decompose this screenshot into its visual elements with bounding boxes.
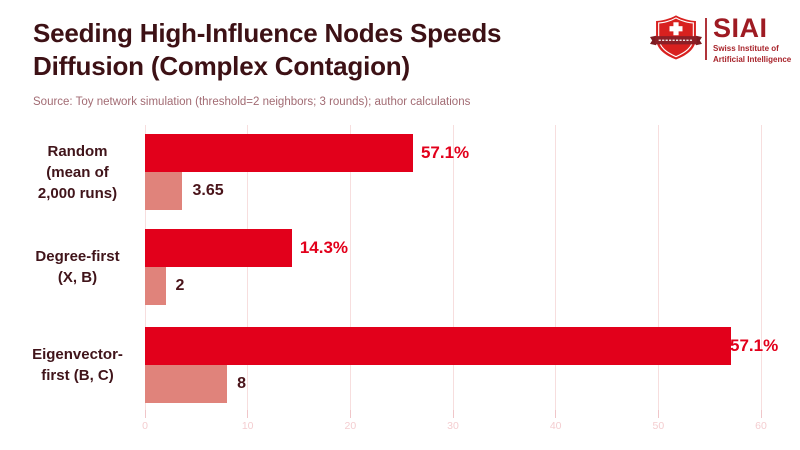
logo-acronym: SIAI (713, 12, 768, 43)
category-label-line: Eigenvector- (32, 346, 123, 363)
category-label-line: (X, B) (57, 269, 98, 286)
category-label: Eigenvector-first (B, C) (18, 327, 137, 403)
gridline (555, 125, 557, 418)
gridline (452, 125, 454, 418)
bar-value-label: 2 (175, 277, 185, 294)
category-axis: Random (mean of 2,000 runs) Degree-first (X,… (18, 125, 137, 418)
category-label: Degree-first (X, B) (18, 229, 137, 305)
x-axis-tick-label: 40 (549, 420, 562, 432)
category-label-line: 2,000 runs) (37, 184, 118, 202)
page-title-line2: Diffusion (Complex Contagion) (33, 51, 410, 81)
swiss-shield-icon (650, 12, 702, 67)
logo-subtitle-line2: Artificial Intelligence (713, 54, 792, 64)
bar-series-1-dark-row2 (145, 229, 292, 267)
bar-series-2-light-row3 (145, 365, 228, 403)
bar-value-label: 57.1% (730, 336, 779, 355)
axis-tick-mark (555, 410, 557, 418)
logo-divider (705, 18, 707, 60)
x-axis-tick-label: 10 (241, 420, 254, 432)
category-label-line: first (B, C) (41, 367, 114, 384)
x-axis-tick-label: 20 (344, 420, 357, 432)
logo-text: SIAI Swiss Institute of Artificial Intel… (713, 12, 792, 64)
x-axis-tick-label: 30 (447, 420, 459, 432)
axis-tick-mark (760, 410, 762, 418)
gridline (349, 125, 351, 418)
x-axis-tick-label: 50 (652, 420, 665, 432)
category-label: Random (mean of 2,000 runs) (18, 134, 137, 210)
x-axis-tick-label: 0 (142, 420, 148, 432)
x-axis-tick-label: 60 (755, 420, 767, 432)
axis-tick-mark (452, 410, 454, 418)
page-title-line1: Seeding High-Influence Nodes Speeds (33, 18, 502, 48)
bar-value-label: 14.3% (299, 238, 349, 257)
gridline (657, 125, 659, 418)
category-label-line: Degree-first (35, 248, 120, 265)
category-label-line: Random (47, 142, 108, 160)
logo-subtitle-line1: Swiss Institute of (713, 43, 779, 53)
source-note: Source: Toy network simulation (threshol… (33, 96, 471, 108)
axis-tick-mark (349, 410, 351, 418)
bar-series-1-dark-row3 (145, 327, 732, 365)
page-title: Seeding High-Influence Nodes Speeds Diff… (33, 17, 633, 83)
bar-value-label: 57.1% (420, 143, 470, 162)
axis-tick-mark (247, 410, 249, 418)
bar-series-1-dark-row1 (145, 134, 413, 172)
bar-series-2-light-row2 (145, 267, 166, 305)
category-label-line: (mean of (46, 163, 109, 181)
gridline (760, 125, 762, 418)
plot-area: 0 10 20 30 40 50 60 57.1% 3.65 14.3% 2 57.1% 8 (142, 125, 778, 432)
bar-value-label: 8 (237, 375, 247, 392)
axis-tick-mark (144, 410, 146, 418)
axis-tick-mark (657, 410, 659, 418)
bar-value-label: 3.65 (192, 182, 224, 199)
gridline (247, 125, 249, 418)
siai-logo: SIAI Swiss Institute of Artificial Intel… (650, 12, 792, 66)
bar-series-2-light-row1 (145, 172, 183, 210)
